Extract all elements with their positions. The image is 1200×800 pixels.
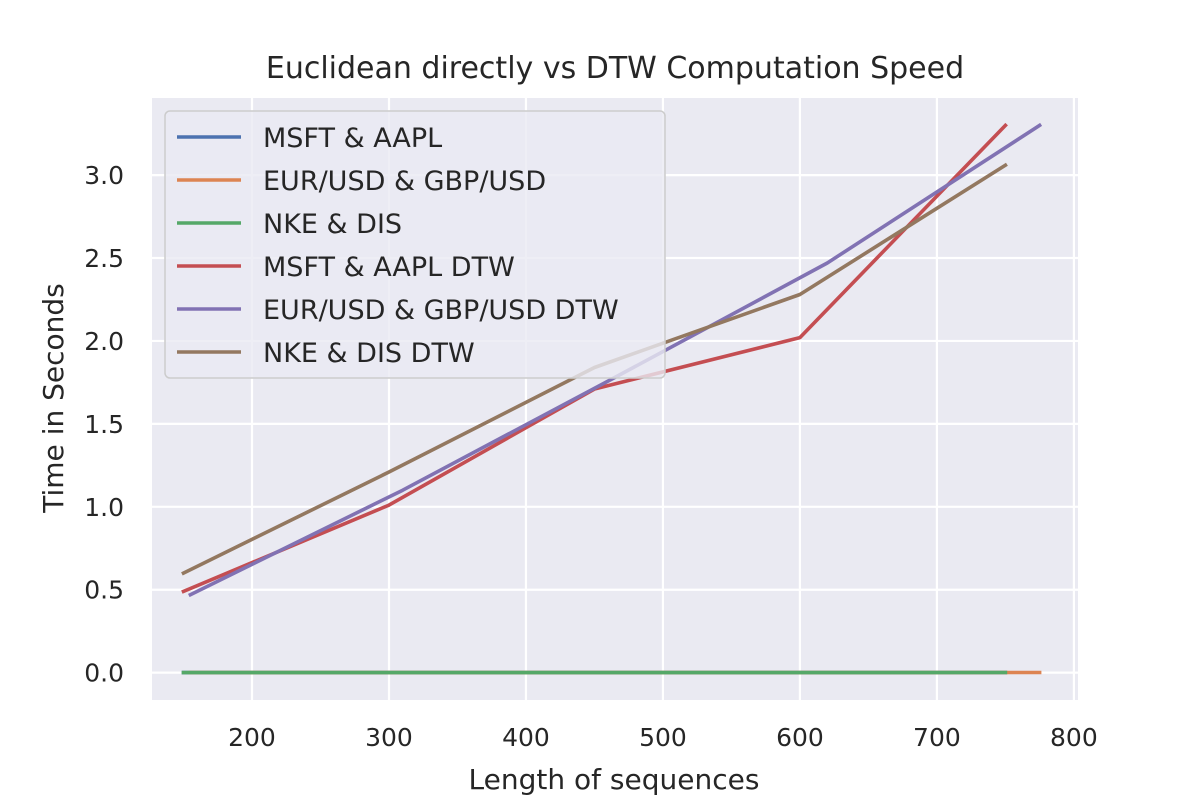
x-tick-label: 500: [639, 723, 687, 752]
y-tick-label: 0.5: [84, 576, 124, 605]
legend: MSFT & AAPL EUR/USD & GBP/USD NKE & DIS MSF…: [164, 110, 666, 379]
y-axis-label: Time in Seconds: [37, 283, 70, 513]
chart-title: Euclidean directly vs DTW Computation Sp…: [266, 51, 964, 86]
legend-label: MSFT & AAPL: [263, 123, 442, 154]
legend-label: MSFT & AAPL DTW: [263, 252, 515, 283]
legend-label: NKE & DIS DTW: [263, 338, 475, 369]
x-axis-label: Length of sequences: [469, 763, 760, 796]
x-tick-label: 700: [913, 723, 961, 752]
y-tick-label: 1.0: [84, 493, 124, 522]
legend-label: EUR/USD & GBP/USD DTW: [263, 295, 619, 326]
y-tick-label: 1.5: [84, 410, 124, 439]
x-tick-label: 300: [365, 723, 413, 752]
x-tick-label: 400: [502, 723, 550, 752]
legend-label: EUR/USD & GBP/USD: [263, 166, 546, 197]
x-tick-labels: 200 300 400 500 600 700 800: [228, 723, 1098, 752]
legend-box: [164, 110, 666, 379]
y-tick-labels: 0.0 0.5 1.0 1.5 2.0 2.5 3.0: [84, 161, 124, 688]
legend-label: NKE & DIS: [263, 209, 402, 240]
x-tick-label: 600: [776, 723, 824, 752]
y-tick-label: 0.0: [84, 659, 124, 688]
x-tick-label: 200: [228, 723, 276, 752]
x-tick-label: 800: [1050, 723, 1098, 752]
y-tick-label: 2.0: [84, 327, 124, 356]
y-tick-label: 2.5: [84, 244, 124, 273]
y-tick-label: 3.0: [84, 161, 124, 190]
